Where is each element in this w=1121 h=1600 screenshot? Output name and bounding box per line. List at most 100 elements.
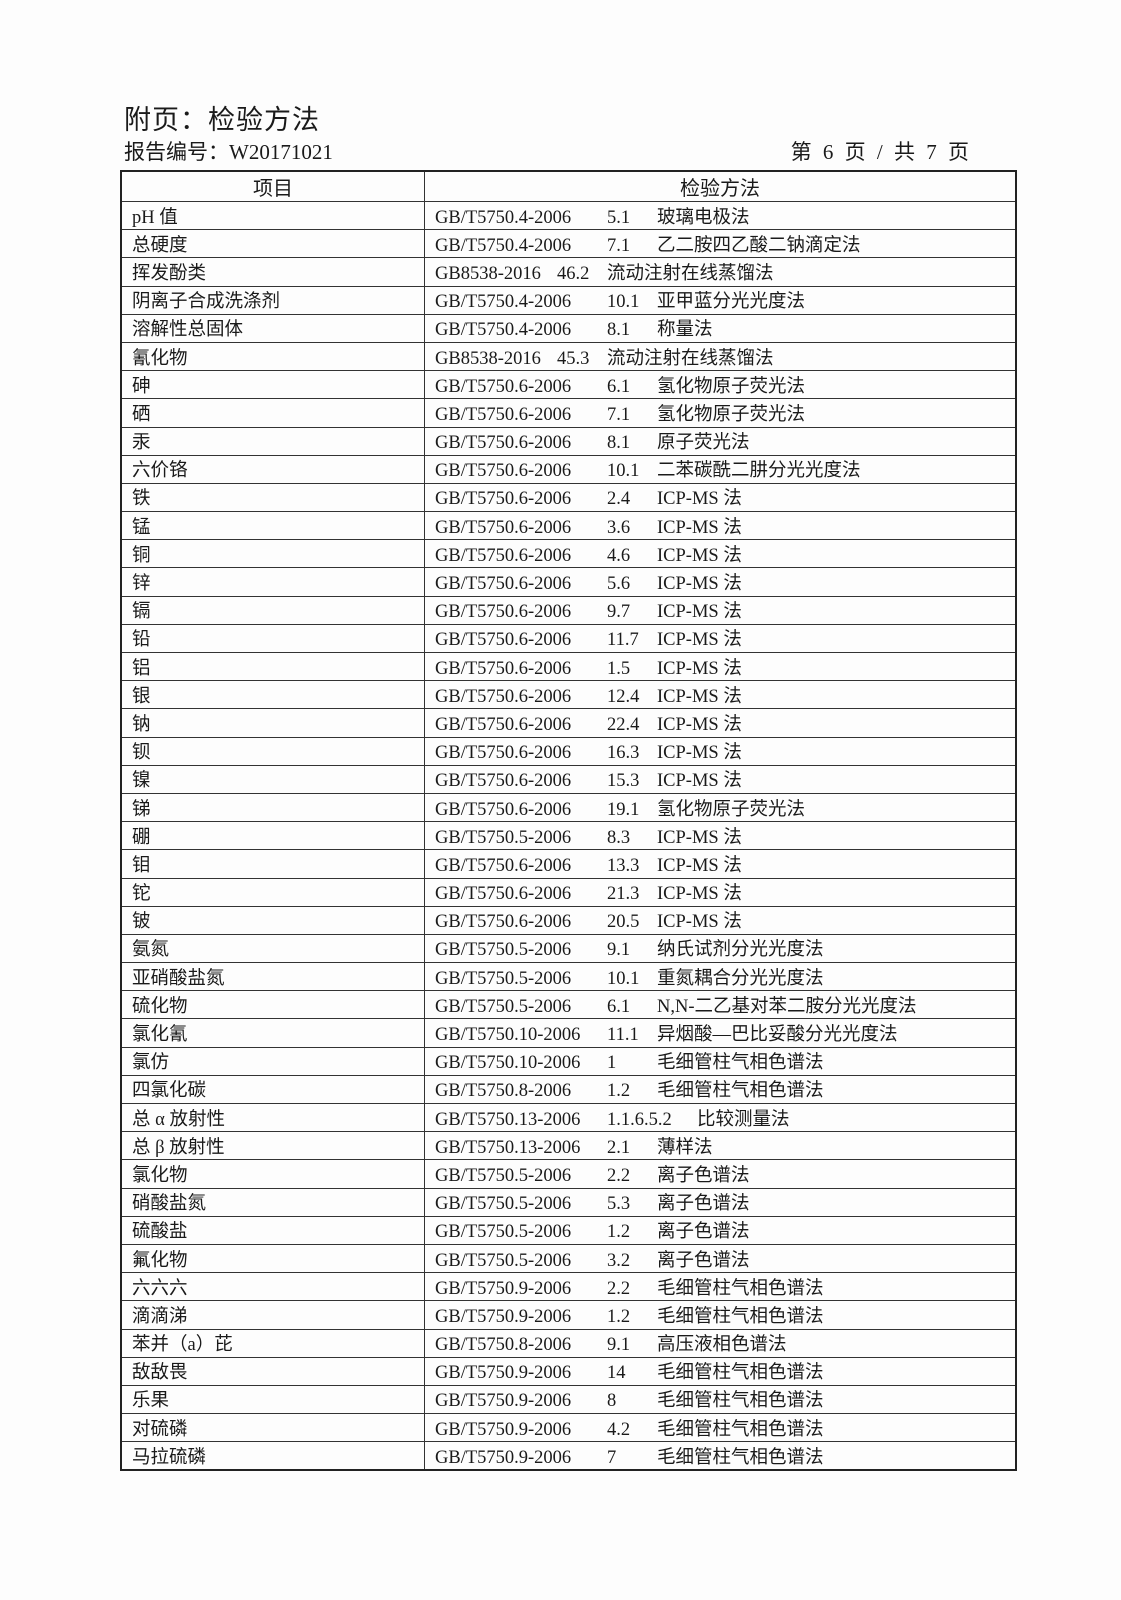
method-name: 薄样法 — [657, 1137, 713, 1158]
item-cell: 镉 — [120, 595, 425, 625]
report-number: 报告编号：W20171021 — [124, 140, 333, 164]
item-cell: 四氯化碳 — [120, 1074, 425, 1105]
method-name: ICP-MS 法 — [657, 517, 742, 538]
standard-code: GB/T5750.4-2006 — [435, 292, 572, 313]
clause-number: 45.3 — [557, 348, 590, 369]
table-row: 铜 GB/T5750.6-2006 4.6 ICP-MS 法 — [120, 539, 1017, 569]
table-row: 铍 GB/T5750.6-2006 20.5 ICP-MS 法 — [120, 905, 1017, 935]
item-cell: 镍 — [120, 764, 425, 794]
clause-number: 8.1 — [607, 320, 631, 341]
standard-code: GB/T5750.9-2006 — [435, 1306, 572, 1327]
clause-number: 1.1.6.5.2 — [607, 1109, 672, 1130]
method-cell: GB/T5750.6-2006 7.1 氢化物原子荧光法 — [424, 398, 1017, 428]
item-cell: 氰化物 — [120, 341, 425, 372]
standard-code: GB/T5750.13-2006 — [435, 1137, 581, 1158]
method-cell: GB/T5750.6-2006 6.1 氢化物原子荧光法 — [424, 370, 1017, 400]
clause-number: 11.7 — [607, 630, 639, 651]
method-cell: GB/T5750.5-2006 10.1 重氮耦合分光光度法 — [424, 962, 1017, 992]
table-header-row: 项目 检验方法 — [120, 170, 1017, 202]
method-name: 离子色谱法 — [657, 1165, 750, 1186]
clause-number: 1.2 — [607, 1306, 631, 1327]
standard-code: GB/T5750.9-2006 — [435, 1419, 572, 1440]
method-cell: GB/T5750.6-2006 1.5 ICP-MS 法 — [424, 651, 1017, 682]
item-cell: 锌 — [120, 567, 425, 597]
clause-number: 5.3 — [607, 1194, 631, 1215]
table-row: 硝酸盐氮 GB/T5750.5-2006 5.3 离子色谱法 — [120, 1187, 1017, 1217]
standard-code: GB/T5750.6-2006 — [435, 771, 572, 792]
table-row: 溶解性总固体 GB/T5750.4-2006 8.1 称量法 — [120, 313, 1017, 343]
method-cell: GB/T5750.6-2006 13.3 ICP-MS 法 — [424, 849, 1017, 879]
clause-number: 6.1 — [607, 376, 631, 397]
table-row: 镍 GB/T5750.6-2006 15.3 ICP-MS 法 — [120, 764, 1017, 794]
method-name: 流动注射在线蒸馏法 — [607, 263, 774, 284]
method-name: ICP-MS 法 — [657, 771, 742, 792]
method-cell: GB/T5750.6-2006 16.3 ICP-MS 法 — [424, 736, 1017, 766]
table-row: 铝 GB/T5750.6-2006 1.5 ICP-MS 法 — [120, 651, 1017, 682]
method-name: N,N-二乙基对苯二胺分光光度法 — [657, 996, 917, 1017]
item-cell: 硫酸盐 — [120, 1215, 425, 1245]
clause-number: 9.1 — [607, 1335, 631, 1356]
standard-code: GB/T5750.8-2006 — [435, 1081, 572, 1102]
standard-code: GB/T5750.5-2006 — [435, 940, 572, 961]
clause-number: 3.2 — [607, 1250, 631, 1271]
method-name: ICP-MS 法 — [657, 827, 742, 848]
table-row: 硒 GB/T5750.6-2006 7.1 氢化物原子荧光法 — [120, 398, 1017, 428]
table-row: 苯并（a）芘 GB/T5750.8-2006 9.1 高压液相色谱法 — [120, 1328, 1017, 1358]
method-cell: GB/T5750.6-2006 11.7 ICP-MS 法 — [424, 623, 1017, 654]
standard-code: GB/T5750.9-2006 — [435, 1391, 572, 1412]
clause-number: 1 — [607, 1053, 617, 1074]
method-cell: GB/T5750.6-2006 10.1 二苯碳酰二肼分光光度法 — [424, 454, 1017, 484]
clause-number: 8 — [607, 1391, 617, 1412]
method-cell: GB/T5750.6-2006 2.4 ICP-MS 法 — [424, 482, 1017, 513]
standard-code: GB/T5750.5-2006 — [435, 1165, 572, 1186]
standard-code: GB/T5750.10-2006 — [435, 1025, 581, 1046]
table-row: 硼 GB/T5750.5-2006 8.3 ICP-MS 法 — [120, 821, 1017, 851]
method-name: 毛细管柱气相色谱法 — [657, 1053, 824, 1074]
item-cell: 滴滴涕 — [120, 1300, 425, 1330]
item-cell: 硝酸盐氮 — [120, 1187, 425, 1217]
method-name: ICP-MS 法 — [657, 855, 742, 876]
standard-code: GB/T5750.6-2006 — [435, 461, 572, 482]
method-name: 毛细管柱气相色谱法 — [657, 1419, 824, 1440]
item-cell: 钠 — [120, 708, 425, 738]
method-cell: GB/T5750.9-2006 8 毛细管柱气相色谱法 — [424, 1384, 1017, 1415]
item-cell: 铁 — [120, 482, 425, 513]
standard-code: GB/T5750.6-2006 — [435, 658, 572, 679]
clause-number: 10.1 — [607, 968, 640, 989]
method-name: ICP-MS 法 — [657, 884, 742, 905]
table-row: 乐果 GB/T5750.9-2006 8 毛细管柱气相色谱法 — [120, 1384, 1017, 1415]
clause-number: 6.1 — [607, 996, 631, 1017]
column-header-method: 检验方法 — [424, 170, 1017, 202]
item-cell: 氯化氰 — [120, 1018, 425, 1048]
method-name: 毛细管柱气相色谱法 — [657, 1306, 824, 1327]
item-cell: 马拉硫磷 — [120, 1441, 425, 1471]
item-cell: 敌敌畏 — [120, 1356, 425, 1386]
standard-code: GB/T5750.6-2006 — [435, 602, 572, 623]
method-name: ICP-MS 法 — [657, 912, 742, 933]
item-cell: 硒 — [120, 398, 425, 428]
item-cell: 硼 — [120, 821, 425, 851]
table-row: 铅 GB/T5750.6-2006 11.7 ICP-MS 法 — [120, 623, 1017, 654]
standard-code: GB/T5750.6-2006 — [435, 630, 572, 651]
item-cell: 锰 — [120, 511, 425, 541]
method-name: 纳氏试剂分光光度法 — [657, 940, 824, 961]
method-name: 高压液相色谱法 — [657, 1335, 787, 1356]
method-name: 亚甲蓝分光光度法 — [657, 292, 806, 313]
table-row: 六价铬 GB/T5750.6-2006 10.1 二苯碳酰二肼分光光度法 — [120, 454, 1017, 484]
method-cell: GB/T5750.8-2006 9.1 高压液相色谱法 — [424, 1328, 1017, 1358]
standard-code: GB/T5750.13-2006 — [435, 1109, 581, 1130]
standard-code: GB/T5750.5-2006 — [435, 968, 572, 989]
item-cell: 溶解性总固体 — [120, 313, 425, 343]
item-cell: 阴离子合成洗涤剂 — [120, 285, 425, 315]
table-row: 锌 GB/T5750.6-2006 5.6 ICP-MS 法 — [120, 567, 1017, 597]
method-cell: GB/T5750.5-2006 1.2 离子色谱法 — [424, 1215, 1017, 1245]
standard-code: GB/T5750.4-2006 — [435, 320, 572, 341]
standard-code: GB/T5750.6-2006 — [435, 376, 572, 397]
method-cell: GB/T5750.6-2006 3.6 ICP-MS 法 — [424, 511, 1017, 541]
table-row: 氯化氰 GB/T5750.10-2006 11.1 异烟酸—巴比妥酸分光光度法 — [120, 1018, 1017, 1048]
item-cell: 总 α 放射性 — [120, 1102, 425, 1133]
item-cell: 六六六 — [120, 1272, 425, 1302]
clause-number: 5.1 — [607, 207, 631, 228]
clause-number: 5.6 — [607, 574, 631, 595]
